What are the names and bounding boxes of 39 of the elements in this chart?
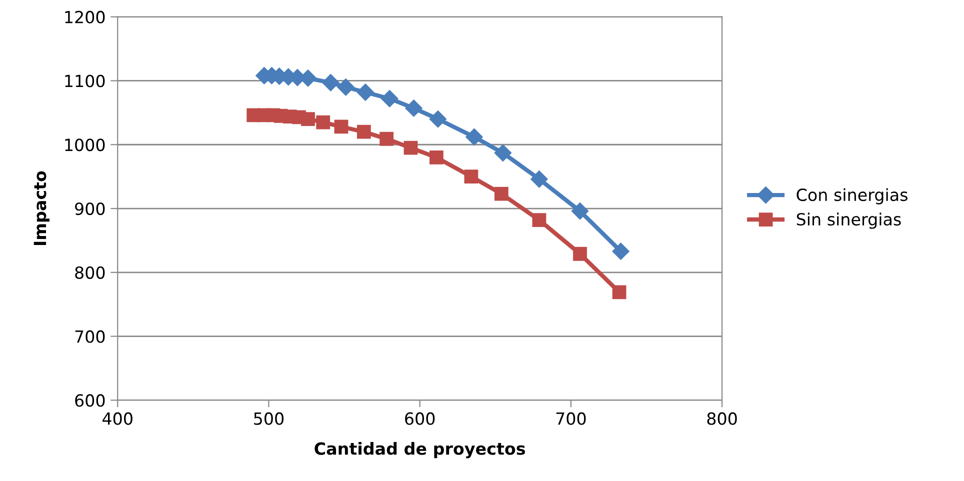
y-tick-label: 900 bbox=[75, 202, 105, 216]
point bbox=[494, 186, 508, 201]
point bbox=[464, 170, 478, 184]
point bbox=[301, 112, 315, 126]
y-tick-label: 800 bbox=[75, 266, 105, 279]
point bbox=[381, 90, 398, 108]
x-tick-label: 800 bbox=[707, 412, 737, 425]
point bbox=[612, 242, 630, 260]
y-axis-title: Impacto bbox=[34, 171, 50, 246]
point bbox=[334, 120, 348, 134]
point bbox=[337, 78, 354, 96]
point bbox=[466, 128, 483, 146]
x-tick-label: 700 bbox=[556, 412, 586, 425]
point bbox=[612, 285, 626, 300]
point bbox=[404, 140, 418, 155]
point bbox=[356, 84, 374, 101]
point bbox=[571, 202, 589, 220]
point bbox=[405, 100, 422, 117]
point bbox=[316, 115, 330, 130]
y-tick-label: 1200 bbox=[65, 10, 105, 24]
point bbox=[430, 150, 444, 164]
point bbox=[530, 170, 548, 188]
x-tick-label: 600 bbox=[405, 412, 435, 425]
point bbox=[356, 124, 371, 139]
x-axis-title: Cantidad de proyectos bbox=[314, 442, 526, 458]
point bbox=[494, 144, 512, 162]
legend-label: Sin sinergias bbox=[796, 212, 901, 229]
point bbox=[573, 246, 587, 261]
point bbox=[532, 213, 546, 227]
legend-label: Con sinergias bbox=[796, 188, 908, 204]
y-tick-label: 600 bbox=[75, 394, 105, 407]
x-tick-label: 500 bbox=[254, 412, 284, 425]
y-tick-label: 1000 bbox=[65, 138, 105, 152]
point bbox=[380, 132, 394, 146]
point bbox=[322, 74, 340, 92]
y-tick-label: 1100 bbox=[65, 74, 105, 88]
point bbox=[429, 110, 447, 128]
y-tick-label: 700 bbox=[75, 330, 105, 343]
x-tick-label: 400 bbox=[102, 412, 132, 425]
